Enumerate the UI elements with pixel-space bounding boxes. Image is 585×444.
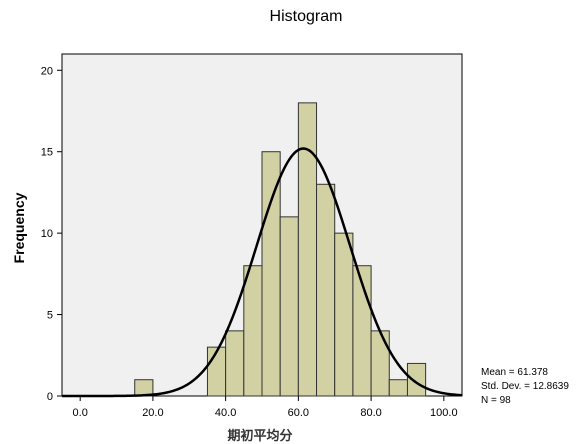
bars-group [134, 102, 427, 397]
stats-box: Mean = 61.378 Std. Dev. = 12.8639 N = 98 [481, 367, 569, 406]
histogram-bar-60-65 [297, 102, 318, 397]
y-axis-ticks: 0 5 10 15 20 [41, 65, 62, 403]
stat-line: N = 98 [481, 395, 511, 406]
histogram-bar-65-70 [316, 183, 336, 397]
x-tick-label: 0.0 [73, 407, 88, 419]
histogram-bar-80-85 [370, 330, 390, 397]
y-tick-label: 15 [41, 147, 53, 159]
histogram-bar-55-60 [279, 216, 299, 397]
histogram-bar-35-40 [206, 346, 227, 397]
x-axis-label: 期初平均分 [227, 428, 292, 444]
histogram-bar-90-95 [406, 362, 427, 397]
chart-title: Histogram [270, 8, 343, 25]
x-tick-label: 60.0 [288, 407, 309, 419]
y-tick-label: 5 [47, 310, 53, 322]
x-tick-label: 40.0 [215, 407, 236, 419]
histogram-bar-40-45 [225, 330, 245, 397]
y-axis-label: Frequency [11, 192, 27, 263]
y-tick-label: 20 [41, 65, 53, 77]
histogram-bar-70-75 [334, 232, 354, 397]
y-tick-label: 0 [47, 391, 53, 403]
histogram-bar-45-50 [243, 265, 263, 397]
normal-curve [62, 147, 463, 398]
histogram-bar-15-20 [134, 379, 154, 397]
x-tick-label: 80.0 [360, 407, 381, 419]
stat-line: Mean = 61.378 [481, 367, 548, 378]
x-tick-label: 20.0 [142, 407, 163, 419]
histogram-bar-50-55 [261, 151, 281, 397]
x-tick-label: 100.0 [430, 407, 458, 419]
stat-line: Std. Dev. = 12.8639 [481, 381, 569, 392]
x-axis-ticks: 0.0 20.0 40.0 60.0 80.0 100.0 [73, 396, 458, 419]
histogram-bar-85-90 [388, 379, 408, 397]
y-tick-label: 10 [41, 228, 53, 240]
